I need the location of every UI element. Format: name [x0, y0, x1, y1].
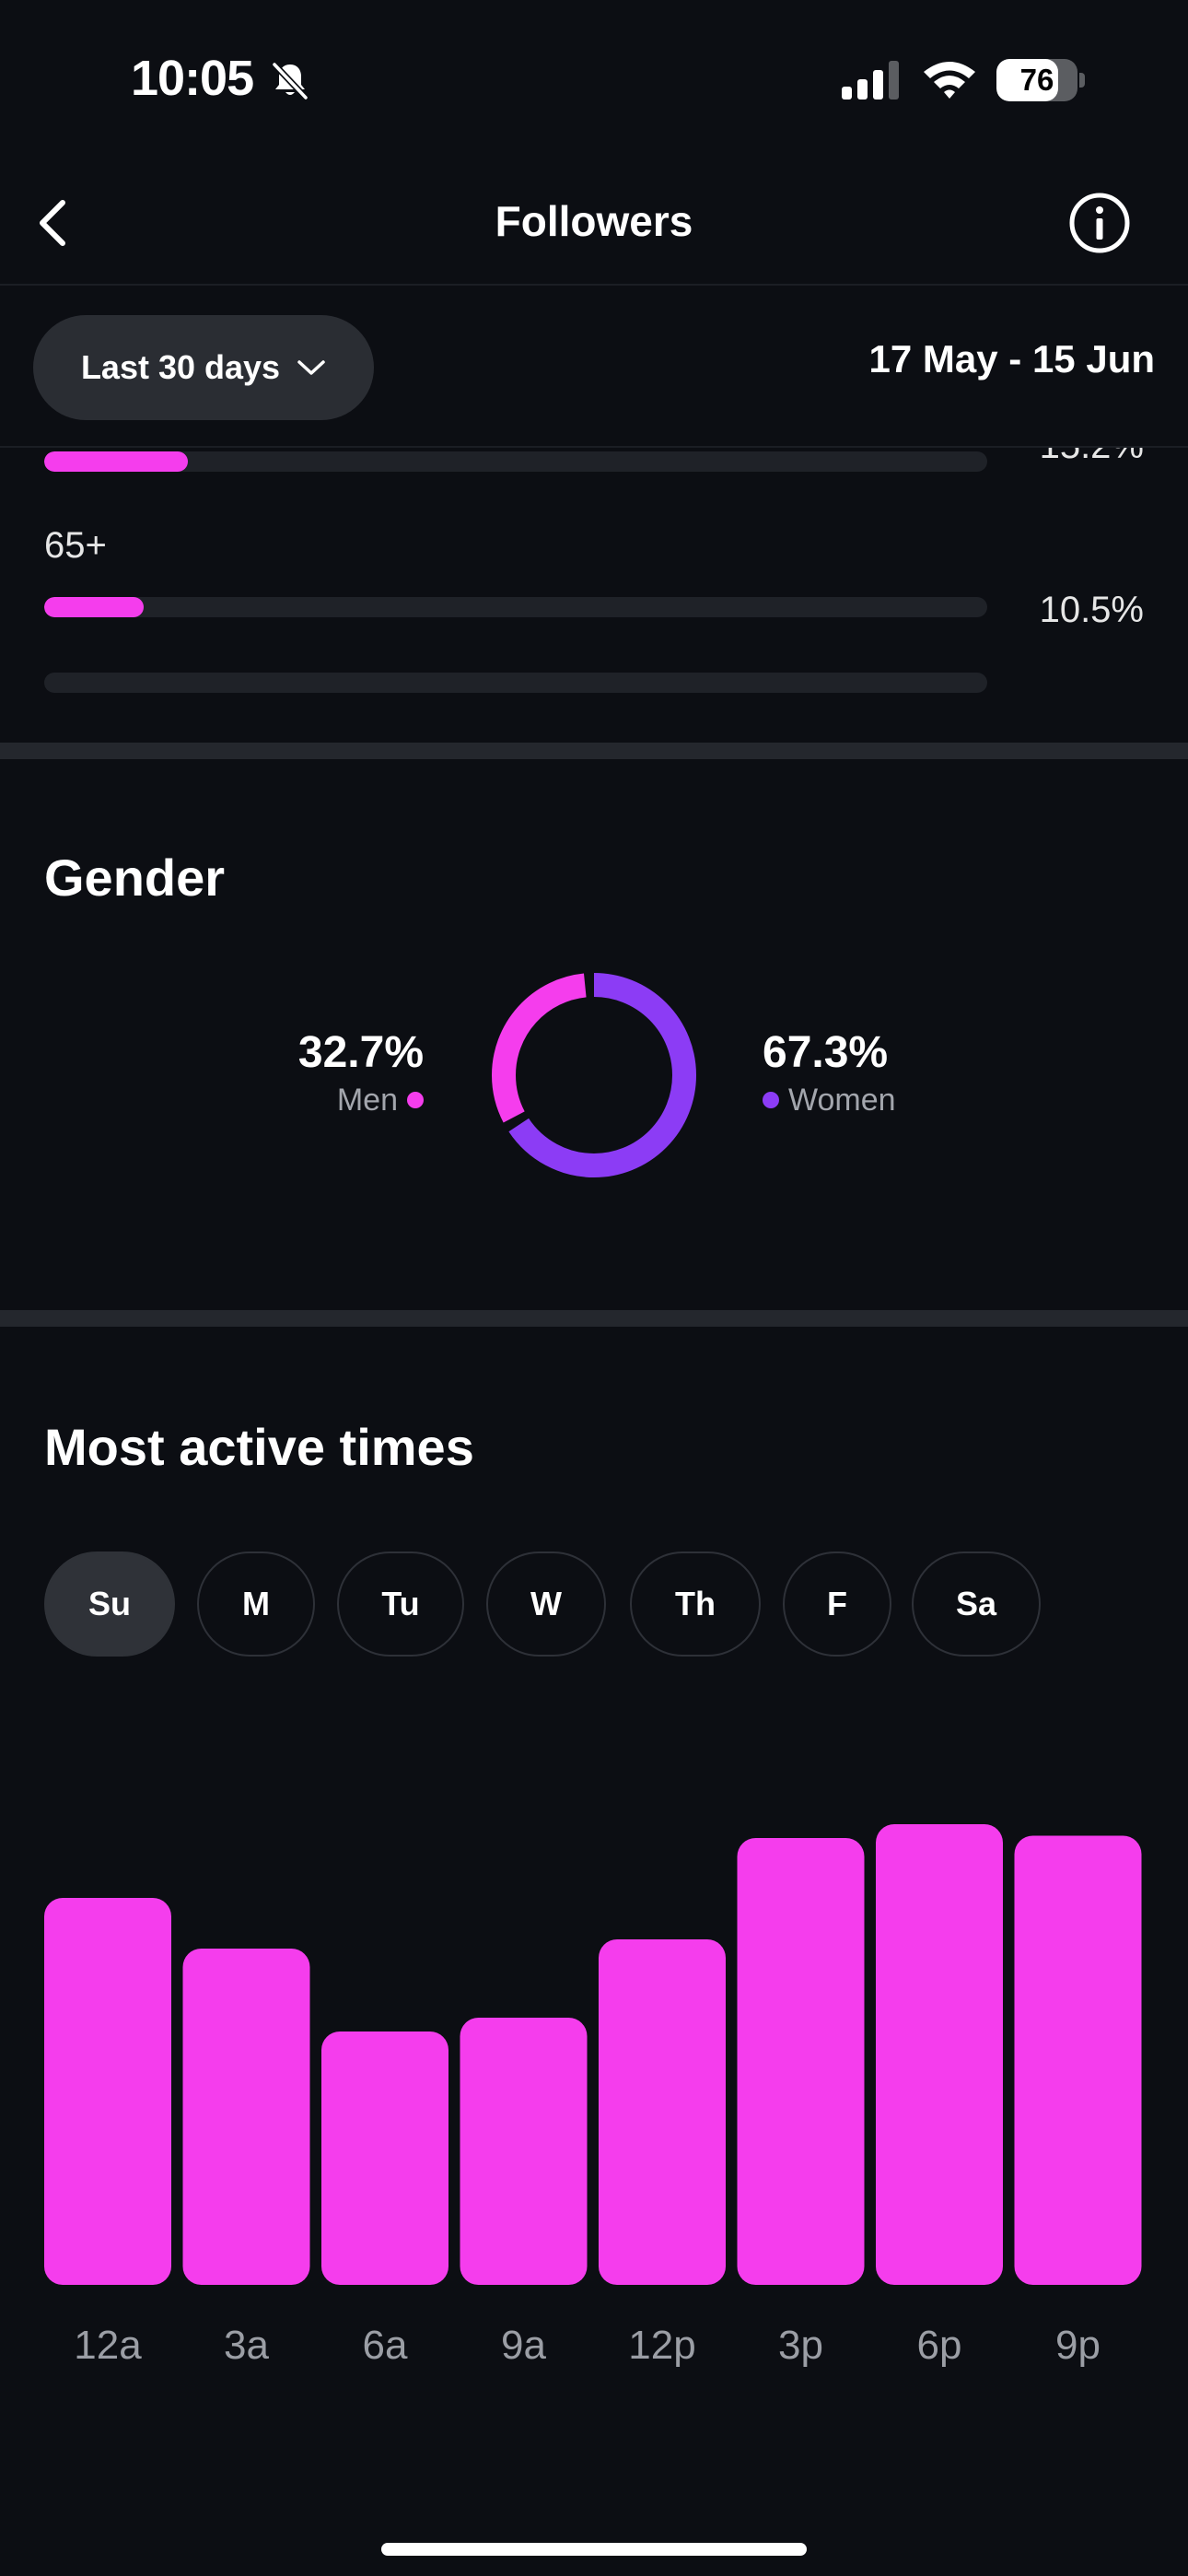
- bell-muted-icon: [272, 62, 309, 100]
- gender-donut-chart: [492, 973, 696, 1177]
- battery-level: 76: [1019, 63, 1054, 97]
- x-tick-label: 12a: [74, 2323, 142, 2368]
- period-dropdown-button[interactable]: Last 30 days: [33, 315, 374, 420]
- wifi-icon: [924, 62, 975, 99]
- x-tick-label: 3p: [778, 2323, 823, 2368]
- age-row-bar: 10.5%: [44, 590, 1144, 645]
- battery-tip: [1079, 73, 1085, 88]
- day-pill-w[interactable]: W: [486, 1551, 606, 1657]
- home-indicator: [381, 2543, 807, 2556]
- day-pill-f[interactable]: F: [783, 1551, 891, 1657]
- bar-9a: [460, 2018, 588, 2285]
- women-legend: Women: [763, 1080, 984, 1120]
- donut-segment-men: [492, 973, 696, 1177]
- age-bar-track: [44, 451, 987, 472]
- day-pill-sa[interactable]: Sa: [912, 1551, 1041, 1657]
- gender-women: 67.3% Women: [763, 1026, 984, 1120]
- bar-6a: [321, 2032, 448, 2285]
- men-legend-dot: [407, 1092, 424, 1108]
- status-time: 10:05: [131, 51, 254, 106]
- most-active-title: Most active times: [44, 1418, 474, 1476]
- age-range-section: 15.2% 65+: [0, 448, 1188, 741]
- battery-body: 76: [996, 59, 1077, 101]
- x-tick-label: 9a: [501, 2323, 546, 2368]
- bar-12p: [599, 1939, 726, 2285]
- gender-title: Gender: [44, 849, 226, 907]
- age-value: 15.2%: [1040, 448, 1144, 467]
- battery-indicator: 76: [996, 59, 1085, 101]
- bar-3p: [737, 1838, 865, 2285]
- back-chevron-icon[interactable]: [28, 193, 83, 252]
- gender-men: 32.7% Men: [239, 1026, 424, 1120]
- period-label: Last 30 days: [80, 348, 281, 386]
- women-legend-dot: [763, 1092, 779, 1108]
- active-times-bar-chart: 12a 3a 6a 9a 12p 3p 6p 9p: [44, 1824, 1142, 2368]
- bar-3a: [182, 1949, 310, 2285]
- navigation-bar: Followers: [0, 157, 1188, 286]
- day-pill-m[interactable]: M: [197, 1551, 315, 1657]
- date-range: 17 May - 15 Jun: [868, 337, 1155, 381]
- day-pill-th[interactable]: Th: [630, 1551, 761, 1657]
- men-label: Men: [336, 1083, 398, 1118]
- section-divider: [0, 1310, 1188, 1327]
- battery-fill: [996, 59, 1058, 101]
- age-bar-track: [44, 597, 987, 617]
- signal-icon: [842, 61, 899, 100]
- donut-segment-women: [492, 973, 696, 1177]
- age-row: 15.2%: [44, 448, 1144, 503]
- women-percentage: 67.3%: [763, 1028, 889, 1077]
- women-label: Women: [788, 1083, 896, 1118]
- age-row: 65+: [44, 525, 1144, 693]
- info-icon[interactable]: [1068, 192, 1131, 254]
- bar-9p: [1014, 1835, 1142, 2285]
- age-value: 10.5%: [1039, 590, 1144, 630]
- day-pill-su[interactable]: Su: [44, 1551, 175, 1657]
- x-tick-label: 6a: [363, 2323, 408, 2368]
- age-bar-fill: [44, 597, 144, 617]
- x-tick-label: 3a: [224, 2323, 269, 2368]
- day-pill-tu[interactable]: Tu: [337, 1551, 464, 1657]
- bar-6p: [876, 1824, 1003, 2285]
- page-title: Followers: [495, 197, 693, 245]
- men-percentage: 32.7%: [297, 1028, 424, 1077]
- x-tick-label: 9p: [1055, 2323, 1101, 2368]
- age-bar-track: [44, 673, 987, 693]
- filter-row: Last 30 days 17 May - 15 Jun: [0, 287, 1188, 448]
- section-divider: [0, 743, 1188, 759]
- x-tick-label: 12p: [628, 2323, 695, 2368]
- chevron-down-icon: [297, 360, 325, 375]
- men-legend: Men: [239, 1080, 424, 1120]
- x-tick-label: 6p: [917, 2323, 962, 2368]
- age-bar-fill: [44, 451, 188, 472]
- bar-12a: [44, 1898, 171, 2285]
- status-bar: 10:05 76: [0, 0, 1188, 157]
- age-label: 65+: [44, 525, 107, 566]
